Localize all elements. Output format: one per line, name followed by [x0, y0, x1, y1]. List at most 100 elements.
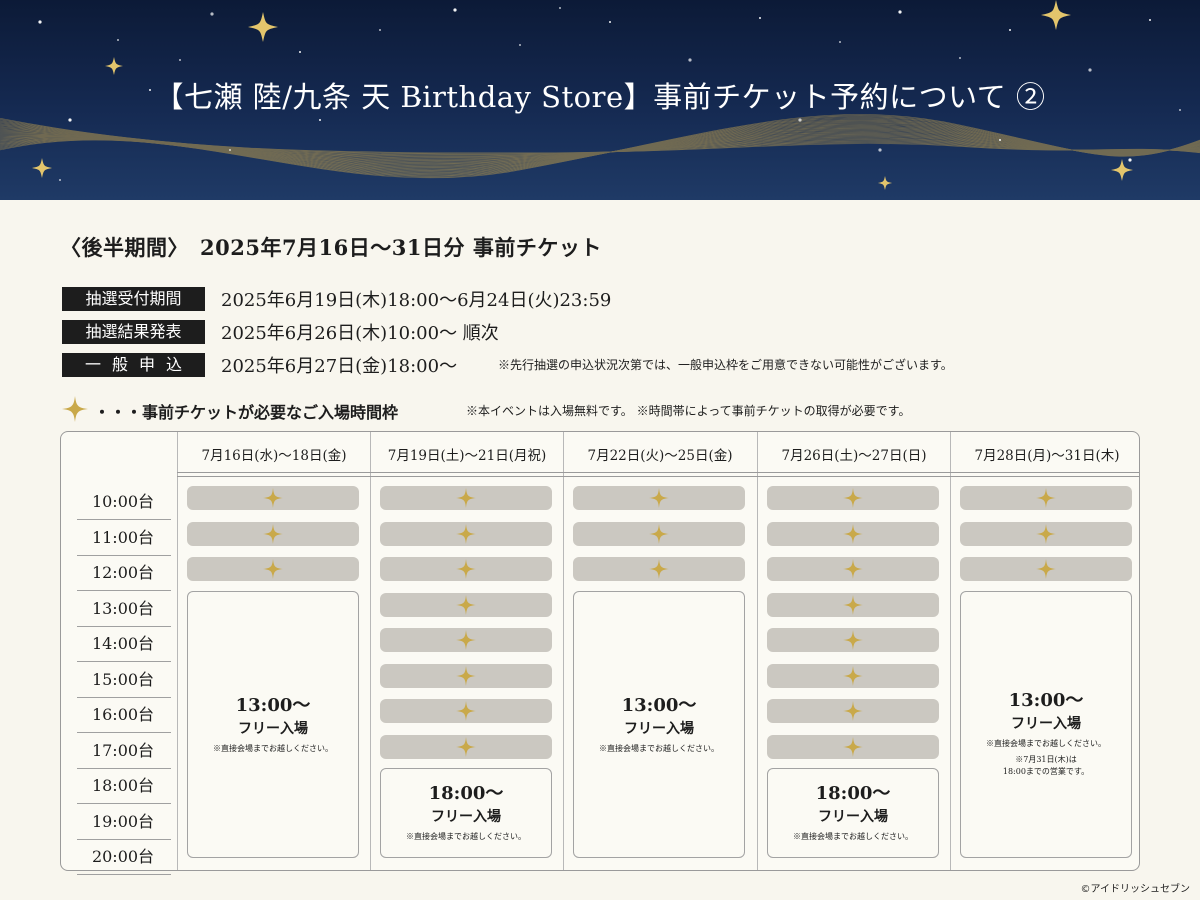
- ticket-required-slot: [380, 628, 552, 652]
- free-entry-note: ※直接会場までお越しください。: [793, 832, 913, 841]
- ticket-required-slot: [767, 699, 939, 723]
- timetable: 10:00台 11:00台 12:00台 13:00台 14:00台 15:00台 16:0…: [60, 431, 1140, 875]
- four-point-star-icon: [843, 595, 863, 615]
- time-row-divider: [77, 661, 171, 662]
- four-point-star-icon: [843, 701, 863, 721]
- four-point-star-icon: [263, 524, 283, 544]
- ticket-required-slot: [187, 557, 359, 581]
- time-label: 20:00台: [91, 847, 155, 866]
- header-banner: 【七瀬 陸/九条 天 Birthday Store】事前チケット予約について ②: [0, 0, 1200, 200]
- four-point-star-icon: [843, 630, 863, 650]
- time-row-divider: [77, 768, 171, 769]
- four-point-star-icon: [456, 666, 476, 686]
- four-point-star-icon: [263, 559, 283, 579]
- column-divider: [370, 432, 371, 870]
- four-point-star-icon: [263, 488, 283, 508]
- free-entry-content: 13:00〜 フリー入場 ※直接会場までお越しください。: [188, 695, 358, 755]
- four-point-star-icon: [456, 595, 476, 615]
- four-point-star-icon: [456, 559, 476, 579]
- free-entry-time: 13:00〜: [1008, 689, 1084, 711]
- ticket-required-slot: [380, 522, 552, 546]
- four-point-star-icon: [456, 630, 476, 650]
- free-entry-label: フリー入場: [1011, 715, 1081, 732]
- time-label: 17:00台: [91, 741, 155, 760]
- ticket-required-slot: [187, 522, 359, 546]
- four-point-star-icon: [1036, 524, 1056, 544]
- starry-night-decoration: [0, 0, 1200, 190]
- results-value: 2025年6月26日(木)10:00〜 順次: [221, 323, 499, 344]
- ticket-required-slot: [767, 593, 939, 617]
- time-row-divider: [77, 697, 171, 698]
- ticket-required-slot: [767, 486, 939, 510]
- free-entry-box: 18:00〜 フリー入場 ※直接会場までお越しください。: [380, 768, 552, 858]
- free-entry-box: 18:00〜 フリー入場 ※直接会場までお越しください。: [767, 768, 939, 858]
- column-header: 7月26日(土)～27日(日): [781, 448, 927, 464]
- free-entry-note: ※直接会場までお越しください。: [599, 743, 719, 753]
- four-point-star-icon: [1036, 559, 1056, 579]
- column-header: 7月19日(土)～21日(月祝): [387, 448, 547, 464]
- header-underline: [177, 472, 1139, 473]
- column-divider: [177, 432, 178, 870]
- entry-period-value: 2025年6月19日(木)18:00〜6月24日(火)23:59: [221, 290, 612, 311]
- free-entry-label: フリー入場: [431, 809, 501, 825]
- four-point-star-icon: [456, 524, 476, 544]
- column-divider: [950, 432, 951, 870]
- free-entry-box: 13:00〜 フリー入場 ※直接会場までお越しください。: [573, 591, 745, 858]
- ticket-required-slot: [187, 486, 359, 510]
- time-label: 12:00台: [91, 563, 155, 582]
- free-entry-box: 13:00〜フリー入場 ※直接会場までお越しください。 ※7月31日(木)は 18:…: [960, 591, 1132, 858]
- free-entry-content: 13:00〜フリー入場 ※直接会場までお越しください。 ※7月31日(木)は 18:…: [961, 689, 1131, 777]
- time-label: 16:00台: [91, 705, 155, 724]
- copyright: ©アイドリッシュセブン: [1080, 884, 1191, 895]
- four-point-star-icon: [1036, 488, 1056, 508]
- free-entry-content: 13:00〜 フリー入場 ※直接会場までお越しください。: [574, 695, 744, 755]
- ticket-required-slot: [380, 557, 552, 581]
- badge-results: 抽選結果発表: [62, 320, 205, 344]
- four-point-star-icon: [456, 737, 476, 757]
- four-point-star-icon: [62, 396, 88, 422]
- ticket-required-slot: [573, 557, 745, 581]
- four-point-star-icon: [843, 524, 863, 544]
- free-entry-note: ※直接会場までお越しください。: [986, 738, 1106, 748]
- time-label: 14:00台: [91, 634, 155, 653]
- ticket-required-slot: [767, 735, 939, 759]
- general-note: ※先行抽選の申込状況次第では、一般申込枠をご用意できない可能性がございます。: [498, 358, 953, 372]
- page-title: 【七瀬 陸/九条 天 Birthday Store】事前チケット予約について ②: [154, 80, 1046, 114]
- time-label: 15:00台: [91, 670, 155, 689]
- four-point-star-icon: [843, 559, 863, 579]
- ticket-required-slot: [380, 486, 552, 510]
- ticket-required-slot: [960, 557, 1132, 581]
- ticket-required-slot: [380, 664, 552, 688]
- free-entry-box: 13:00〜 フリー入場 ※直接会場までお越しください。: [187, 591, 359, 858]
- free-entry-label: フリー入場: [238, 720, 308, 737]
- ticket-slots-note: ※本イベントは入場無料です。 ※時間帯によって事前チケットの取得が必要です。: [466, 404, 911, 418]
- time-row-divider: [77, 626, 171, 627]
- time-label: 13:00台: [91, 599, 155, 618]
- ticket-required-slot: [380, 699, 552, 723]
- ticket-required-slot: [960, 522, 1132, 546]
- ticket-required-slot: [960, 486, 1132, 510]
- ticket-required-slot: [767, 628, 939, 652]
- four-point-star-icon: [649, 559, 669, 579]
- free-entry-content: 18:00〜 フリー入場 ※直接会場までお越しください。: [768, 783, 938, 843]
- time-row-divider: [77, 874, 171, 875]
- time-row-divider: [77, 519, 171, 520]
- ticket-required-slot: [767, 557, 939, 581]
- four-point-star-icon: [843, 737, 863, 757]
- ticket-required-slot: [573, 522, 745, 546]
- four-point-star-icon: [456, 701, 476, 721]
- four-point-star-icon: [843, 488, 863, 508]
- sparkle-icon: [1111, 159, 1133, 181]
- sparkle-icon: [1041, 0, 1071, 30]
- sparkle-icon: [105, 57, 123, 75]
- time-row-divider: [77, 590, 171, 591]
- time-label: 10:00台: [91, 492, 155, 511]
- four-point-star-icon: [649, 488, 669, 508]
- time-row-divider: [77, 732, 171, 733]
- column-header: 7月22日(火)～25日(金): [587, 448, 733, 464]
- sparkle-icon: [248, 12, 278, 42]
- free-entry-extra-note: ※7月31日(木)は 18:00までの営業です。: [1002, 754, 1090, 776]
- general-value: 2025年6月27日(金)18:00〜: [221, 356, 458, 377]
- four-point-star-icon: [456, 488, 476, 508]
- time-row-divider: [77, 803, 171, 804]
